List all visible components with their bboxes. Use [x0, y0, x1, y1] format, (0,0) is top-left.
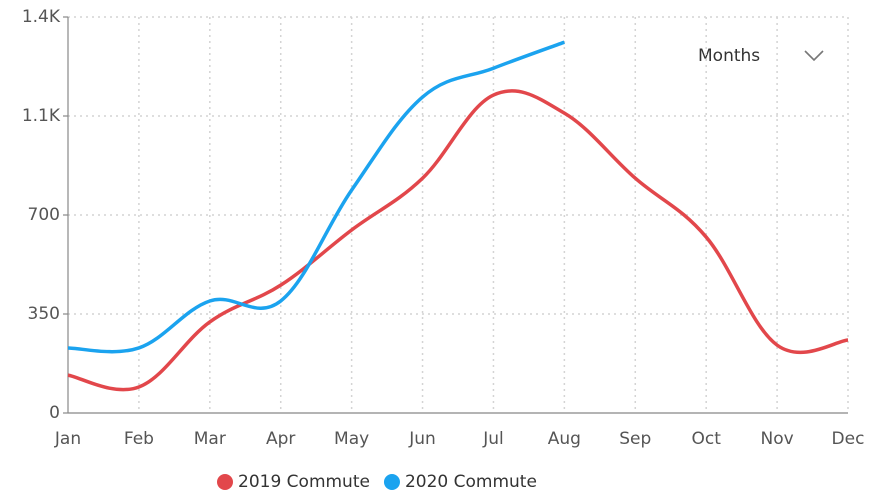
dropdown-chevron[interactable] [804, 50, 824, 62]
line [67, 40, 565, 354]
x-tick-label: Jan [54, 429, 81, 449]
x-tick-label: Feb [124, 429, 154, 449]
x-tick-label: Apr [266, 429, 295, 449]
x-tick-label: Aug [548, 429, 581, 449]
x-tick-label: Nov [760, 429, 793, 449]
y-tick-label: 700 [28, 205, 60, 225]
y-tick-label: 350 [28, 304, 60, 324]
dropdown-label[interactable]: Months [698, 46, 760, 66]
x-tick-label: Oct [691, 429, 721, 449]
legend-swatch [383, 474, 400, 490]
x-tick-label: Jun [408, 429, 436, 449]
legend-label: 2020 Commute [405, 472, 537, 492]
legend-swatch [217, 474, 233, 490]
y-tick-label: 1.4K [22, 7, 61, 27]
x-tick-label: Sep [619, 429, 651, 449]
x-tick-label: Dec [832, 429, 865, 449]
x-tick-label: Mar [194, 429, 226, 449]
y-tick-label: 0 [49, 403, 60, 423]
x-tick-label: Jul [482, 429, 504, 449]
dropdown[interactable]: Months [698, 46, 824, 66]
x-tick-label: May [334, 429, 369, 449]
line [67, 89, 849, 392]
legend-label: 2019 Commute [238, 472, 370, 492]
y-tick-label: 1.1K [22, 106, 61, 126]
